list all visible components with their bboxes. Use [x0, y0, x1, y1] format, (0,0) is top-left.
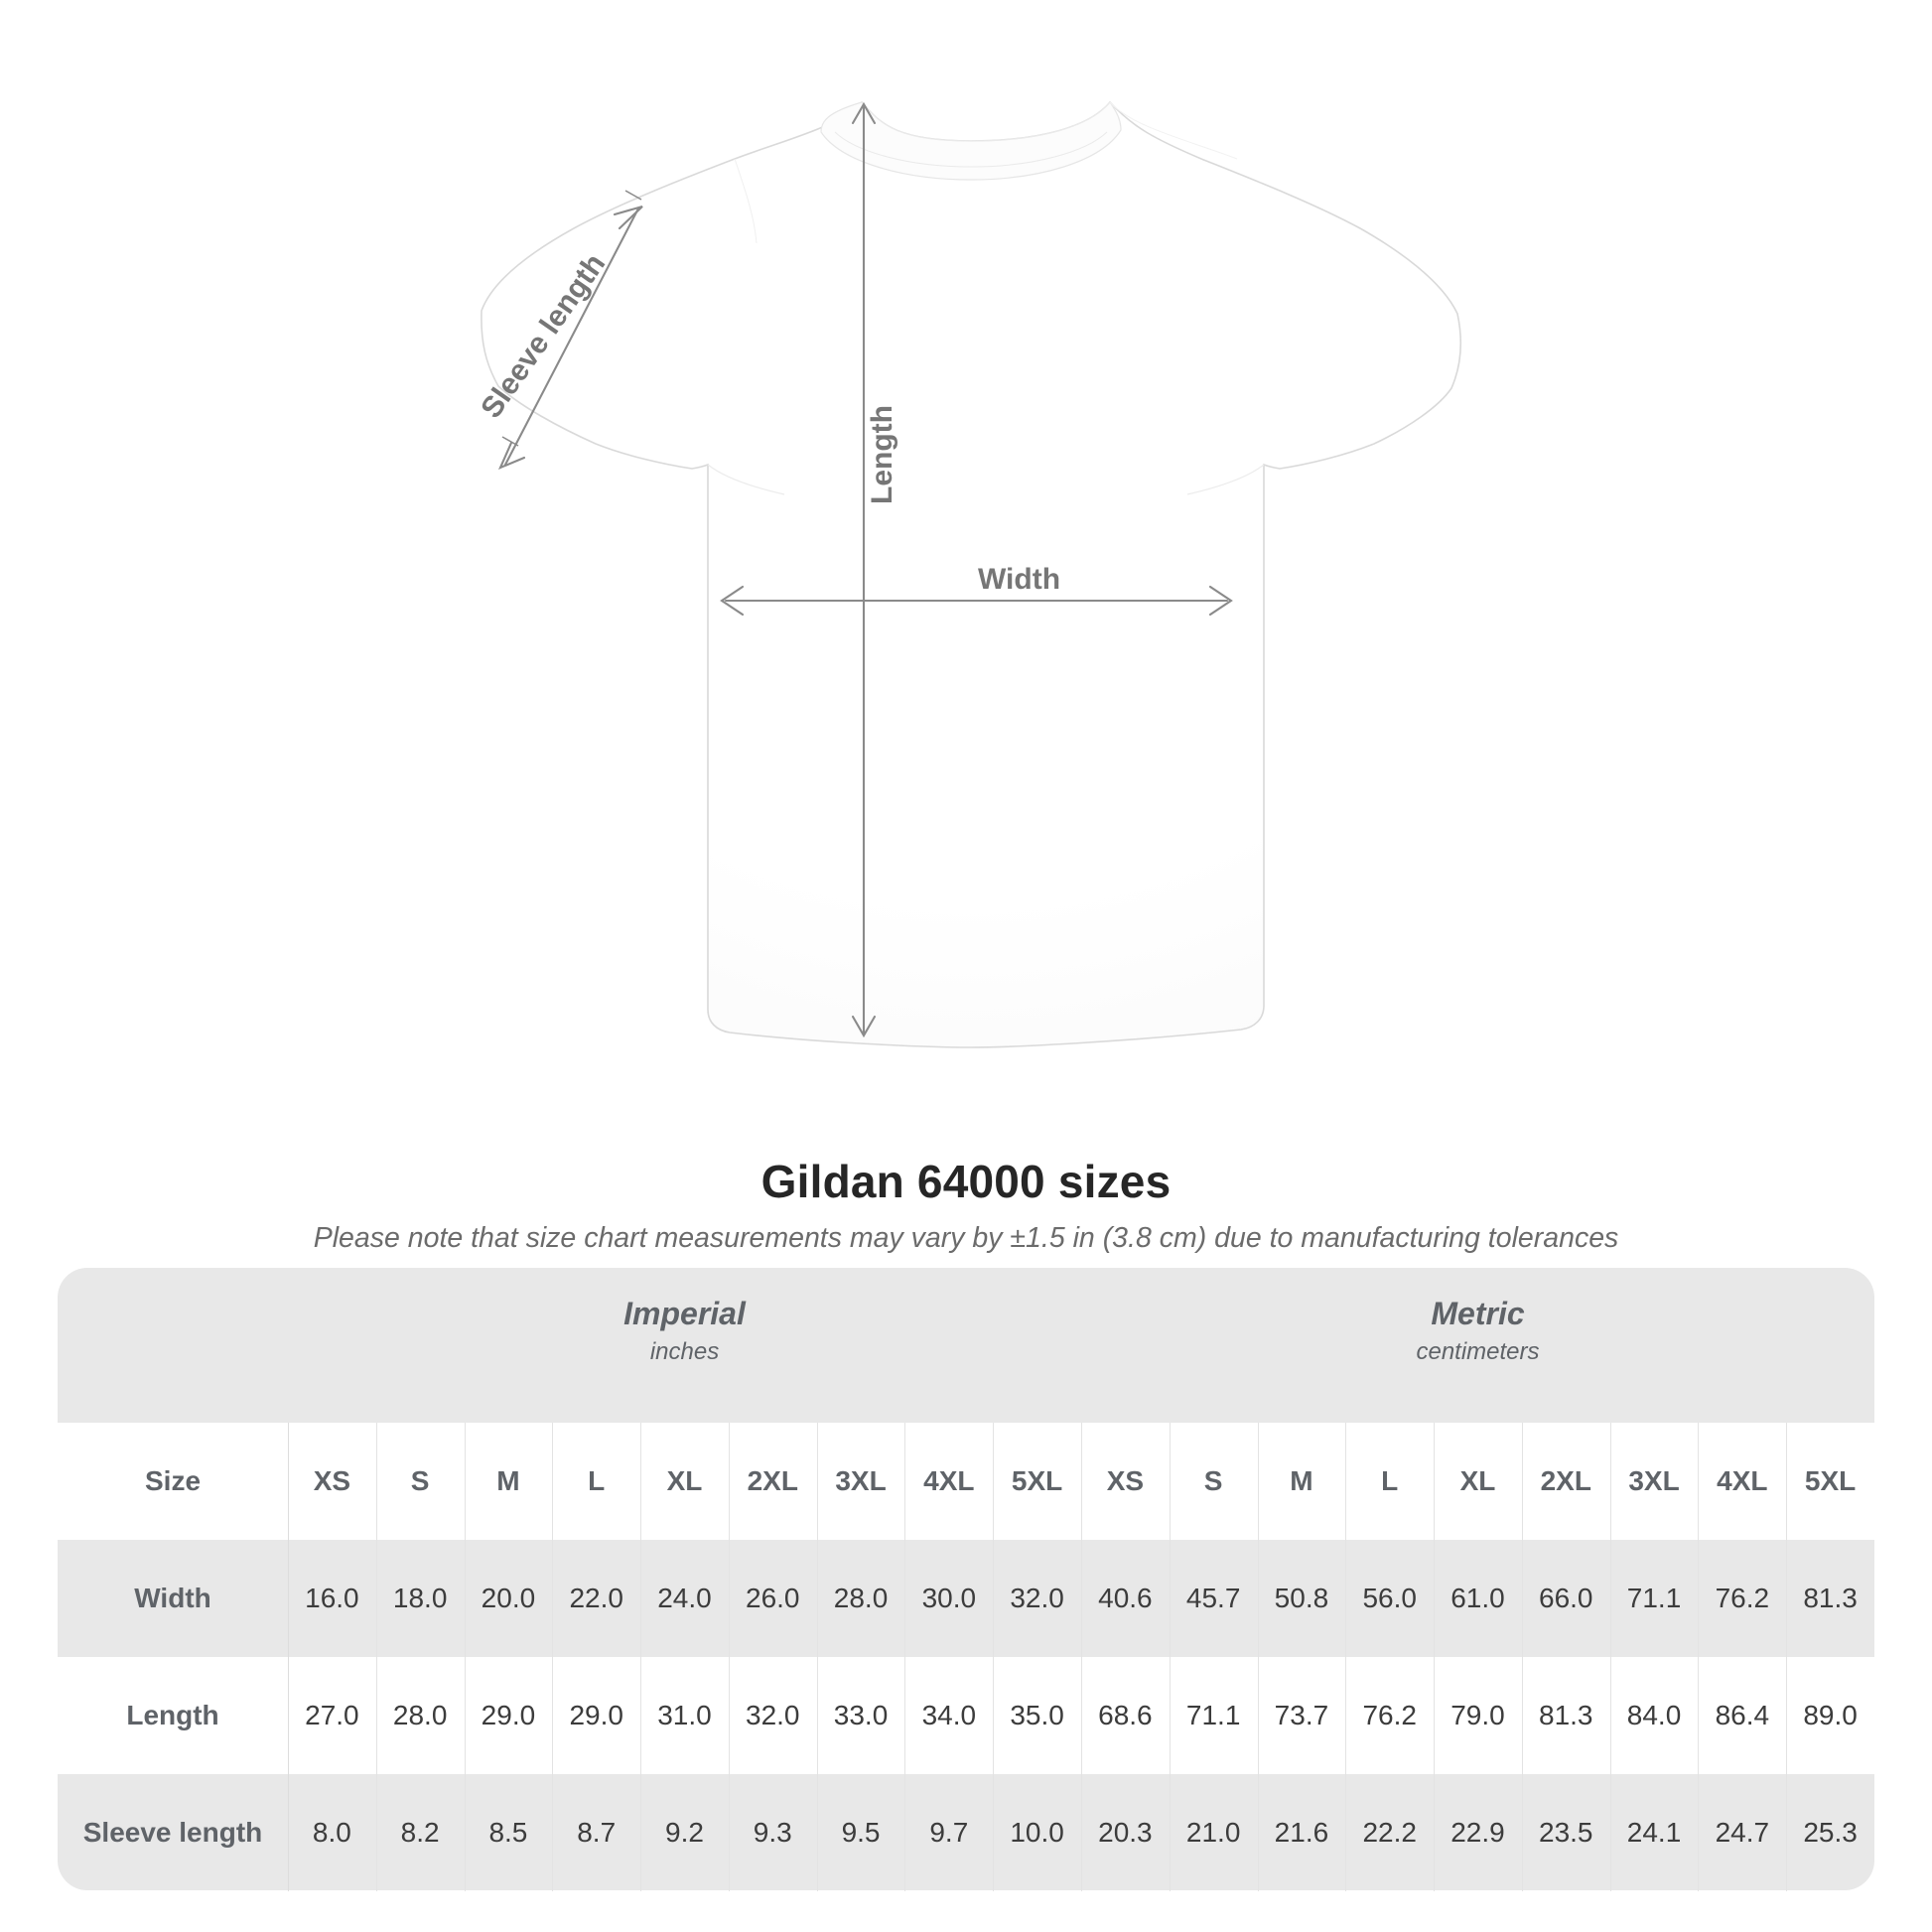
- svg-text:Length: Length: [866, 405, 898, 504]
- svg-text:Width: Width: [978, 563, 1060, 596]
